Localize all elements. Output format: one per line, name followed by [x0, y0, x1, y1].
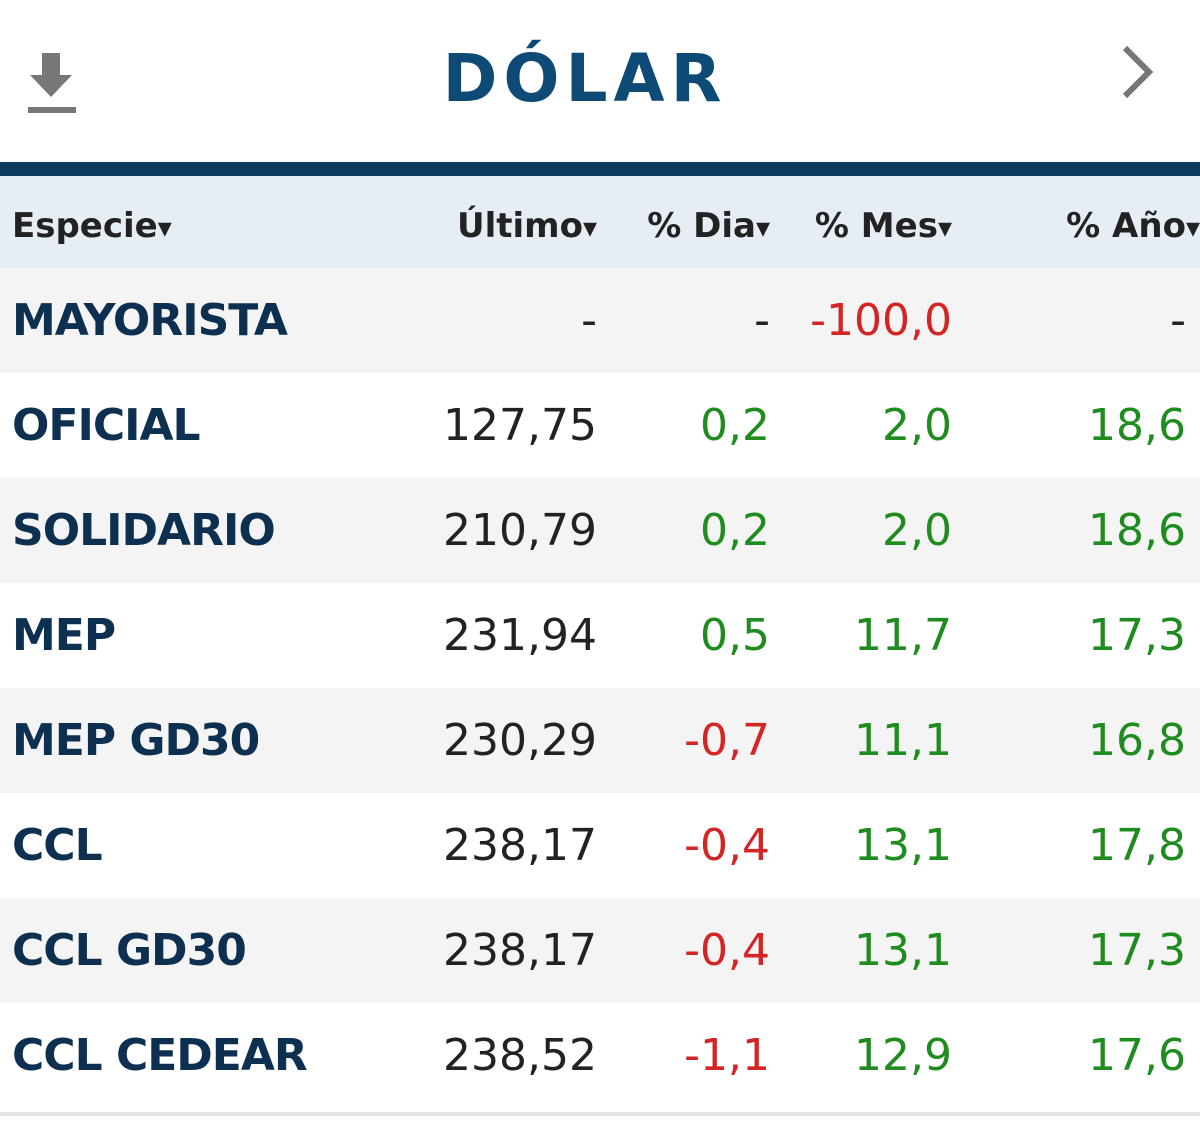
value-cell: 17,3: [1088, 610, 1186, 661]
value-cell: 238,17: [443, 925, 597, 976]
value-cell: 0,2: [700, 400, 770, 451]
table-row: CCL GD30 238,17 -0,4 13,1 17,3: [0, 898, 1200, 1003]
species-name: MAYORISTA: [12, 295, 288, 346]
table-row: SOLIDARIO 210,79 0,2 2,0 18,6: [0, 478, 1200, 583]
table-row: MEP GD30 230,29 -0,7 11,1 16,8: [0, 688, 1200, 793]
value-cell: 0,5: [700, 610, 770, 661]
column-header: % Año: [1066, 176, 1200, 278]
value-cell: 13,1: [854, 925, 952, 976]
value-cell: -0,7: [684, 715, 770, 766]
next-arrow[interactable]: [1115, 42, 1165, 102]
value-cell: -0,4: [684, 925, 770, 976]
value-cell: -: [581, 295, 597, 346]
table-row: CCL 238,17 -0,4 13,1 17,8: [0, 793, 1200, 898]
column-header: % Mes: [815, 176, 952, 278]
value-cell: 16,8: [1088, 715, 1186, 766]
species-name: CCL: [12, 820, 103, 871]
value-cell: 11,1: [854, 715, 952, 766]
value-cell: -: [1170, 295, 1186, 346]
value-cell: -1,1: [684, 1030, 770, 1081]
species-name: OFICIAL: [12, 400, 201, 451]
value-cell: 210,79: [443, 505, 597, 556]
table-row: MAYORISTA - - -100,0-: [0, 268, 1200, 373]
table-row: CCL CEDEAR 238,52 -1,1 12,9 17,6: [0, 1003, 1200, 1108]
value-cell: 230,29: [443, 715, 597, 766]
value-cell: 127,75: [443, 400, 597, 451]
value-cell: 2,0: [882, 505, 952, 556]
bottom-rule: [0, 1112, 1200, 1116]
header-rule: [0, 162, 1200, 176]
value-cell: 18,6: [1088, 505, 1186, 556]
column-header: % Dia: [647, 176, 770, 278]
column-header-row: EspecieÚltimo% Dia% Mes% Año: [0, 176, 1200, 268]
value-cell: 12,9: [854, 1030, 952, 1081]
widget-title: DÓLAR: [442, 40, 728, 117]
table-row: MEP 231,94 0,5 11,7 17,3: [0, 583, 1200, 688]
value-cell: 238,52: [443, 1030, 597, 1081]
value-cell: -: [754, 295, 770, 346]
value-cell: 11,7: [854, 610, 952, 661]
value-cell: 231,94: [443, 610, 597, 661]
value-cell: 17,6: [1088, 1030, 1186, 1081]
table-row: OFICIAL 127,75 0,2 2,0 18,6: [0, 373, 1200, 478]
value-cell: 18,6: [1088, 400, 1186, 451]
column-header: Especie: [12, 176, 172, 278]
column-header: Último: [457, 176, 597, 278]
value-cell: 238,17: [443, 820, 597, 871]
value-cell: -0,4: [684, 820, 770, 871]
species-name: SOLIDARIO: [12, 505, 276, 556]
value-cell: -100,0: [810, 295, 952, 346]
species-name: CCL GD30: [12, 925, 247, 976]
value-cell: 17,3: [1088, 925, 1186, 976]
value-cell: 2,0: [882, 400, 952, 451]
value-cell: 13,1: [854, 820, 952, 871]
species-name: MEP: [12, 610, 116, 661]
species-name: MEP GD30: [12, 715, 260, 766]
species-name: CCL CEDEAR: [12, 1030, 308, 1081]
value-cell: 0,2: [700, 505, 770, 556]
value-cell: 17,8: [1088, 820, 1186, 871]
download-icon[interactable]: [20, 45, 100, 125]
